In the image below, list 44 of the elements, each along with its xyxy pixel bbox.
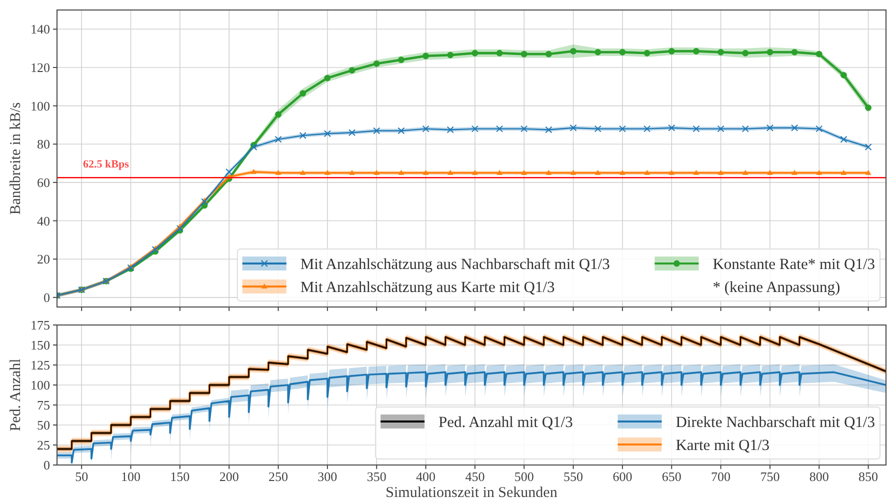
- y-tick-label: 125: [30, 358, 50, 373]
- y-tick-label: 20: [37, 252, 50, 267]
- y-tick-label: 175: [30, 318, 50, 333]
- legend-label: Direkte Nachbarschaft mit Q1/3: [676, 414, 876, 431]
- y-tick-label: 25: [37, 438, 50, 453]
- y-axis-title: Ped. Anzahl: [8, 358, 24, 432]
- x-tick-label: 800: [809, 469, 829, 484]
- y-tick-label: 140: [30, 22, 50, 37]
- x-tick-label: 100: [121, 469, 141, 484]
- x-tick-label: 550: [564, 469, 584, 484]
- y-tick-label: 0: [44, 290, 50, 305]
- x-tick-label: 50: [75, 469, 88, 484]
- y-tick-label: 120: [30, 60, 50, 76]
- legend-label: Karte mit Q1/3: [676, 436, 770, 454]
- y-tick-label: 75: [37, 398, 50, 413]
- y-tick-label: 60: [37, 175, 50, 190]
- x-axis-title: Simulationszeit in Sekunden: [386, 485, 558, 499]
- x-tick-label: 200: [219, 469, 239, 484]
- x-tick-label: 850: [858, 469, 878, 484]
- y-tick-label: 150: [30, 338, 50, 353]
- legend-label: Mit Anzahlschätzung aus Karte mit Q1/3: [300, 278, 556, 296]
- x-tick-label: 500: [514, 469, 534, 484]
- x-tick-label: 300: [318, 469, 338, 484]
- y-tick-label: 80: [37, 136, 50, 152]
- x-tick-label: 350: [366, 469, 386, 484]
- y-tick-label: 100: [30, 378, 50, 393]
- x-tick-label: 750: [760, 469, 780, 484]
- x-tick-label: 450: [465, 469, 485, 484]
- y-tick-label: 100: [30, 98, 50, 114]
- x-tick-label: 400: [416, 469, 436, 484]
- x-tick-label: 150: [170, 469, 190, 484]
- y-axis-title: Bandbreite in kB/s: [8, 102, 24, 215]
- y-tick-label: 40: [37, 213, 50, 228]
- legend-label: Ped. Anzahl mit Q1/3: [438, 414, 574, 431]
- annotation: * (keine Anpassung): [712, 278, 840, 296]
- legend-label: Mit Anzahlschätzung aus Nachbarschaft mit Q1/3: [300, 256, 610, 273]
- x-tick-label: 650: [662, 469, 682, 484]
- x-tick-label: 250: [268, 469, 288, 484]
- y-tick-label: 50: [37, 418, 50, 433]
- y-tick-label: 0: [44, 458, 50, 473]
- legend-label: Konstante Rate* mit Q1/3: [712, 256, 876, 273]
- x-tick-label: 600: [612, 469, 632, 484]
- ref-line-label: 62.5 kBps: [83, 158, 130, 171]
- x-tick-label: 700: [711, 469, 731, 484]
